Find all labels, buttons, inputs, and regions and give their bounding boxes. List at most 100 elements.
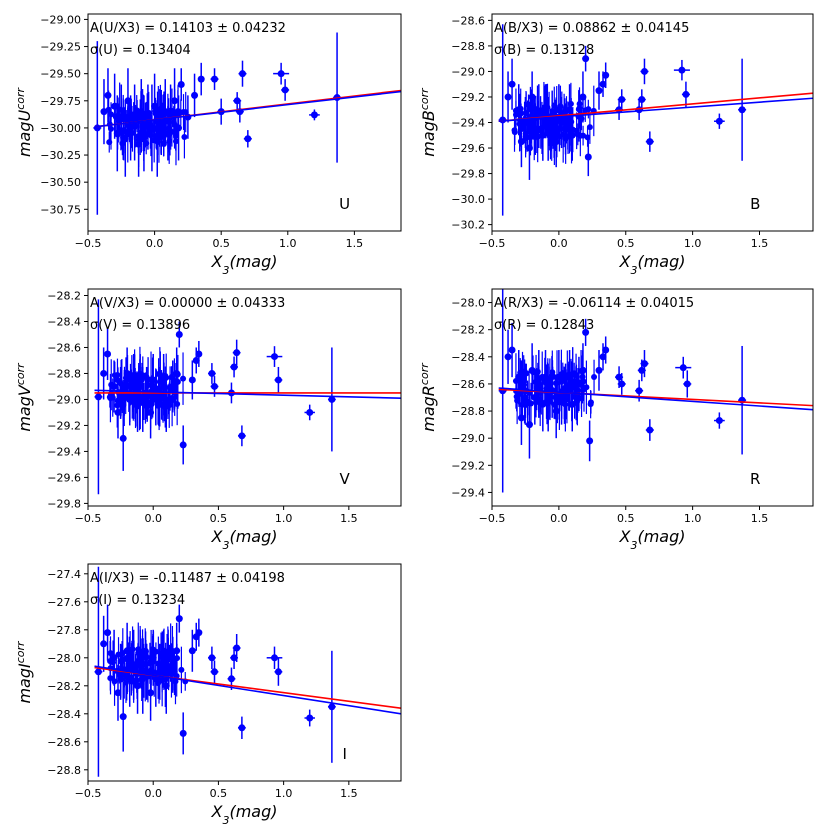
data-point [104, 91, 112, 99]
x-axis-label: X3(mag) [211, 527, 278, 552]
data-point [244, 135, 252, 143]
data-point [328, 703, 336, 711]
x-tick-label: 0.5 [210, 512, 228, 525]
y-tick-label: −28.2 [47, 680, 81, 693]
data-point [179, 441, 187, 449]
data-point [521, 119, 529, 126]
slope-annotation: A(U/X3) = 0.14103 ± 0.04232 [90, 21, 286, 36]
x-tick-label: 0.0 [144, 787, 162, 800]
data-point [715, 117, 723, 125]
data-point [233, 644, 241, 652]
x-tick-label: −0.5 [75, 512, 102, 525]
data-point [508, 346, 516, 354]
cloud-point [521, 398, 528, 405]
band-label: V [340, 470, 351, 488]
data-point [161, 108, 169, 116]
x-tick-label: 0.5 [617, 512, 635, 525]
data-point [558, 119, 566, 126]
y-tick-label: −29.8 [451, 168, 485, 181]
cloud-point [591, 373, 598, 380]
data-point [599, 80, 607, 88]
data-point [535, 380, 543, 388]
panel-b: −0.5 0.0 0.5 1.0 1.5 −28.6 −28.8 −29.0 −29.2 −29.… [418, 13, 814, 277]
band-label: R [750, 470, 760, 488]
y-tick-label: −28.8 [47, 764, 81, 777]
data-point [517, 138, 525, 146]
cloud-point [574, 131, 581, 138]
x-tick-label: −0.5 [75, 237, 102, 250]
data-point [542, 106, 549, 114]
y-tick-label: −29.25 [40, 41, 81, 54]
data-point [124, 97, 132, 105]
data-point [100, 640, 108, 648]
cloud-point [582, 107, 589, 114]
data-point [615, 373, 623, 381]
data-point [94, 668, 102, 676]
data-point [195, 350, 203, 358]
data-point [123, 369, 131, 377]
data-point [582, 55, 590, 63]
data-point [306, 408, 314, 416]
slope-annotation: A(V/X3) = 0.00000 ± 0.04333 [90, 296, 285, 311]
data-point [618, 380, 626, 388]
data-point [562, 125, 570, 133]
y-tick-label: −28.8 [47, 367, 81, 380]
data-point [152, 675, 160, 683]
data-point [121, 135, 129, 143]
y-tick-label: −27.6 [47, 596, 81, 609]
data-point [130, 382, 138, 390]
data-point [171, 97, 179, 105]
data-point [270, 654, 278, 662]
cloud-point [180, 375, 187, 382]
axes-frame [491, 288, 814, 507]
data-point [156, 668, 164, 676]
x-tick-label: 1.5 [751, 237, 769, 250]
y-tick-label: −30.2 [451, 219, 485, 232]
data-point [177, 81, 185, 89]
data-point [679, 364, 687, 372]
band-label: U [339, 195, 350, 213]
data-point [508, 80, 516, 88]
data-point [233, 349, 241, 357]
x-tick-label: 0.0 [144, 512, 162, 525]
data-point [119, 434, 127, 442]
y-tick-label: −29.00 [40, 13, 81, 26]
data-point [211, 668, 219, 676]
data-point [94, 393, 102, 401]
y-axis-label: magVcorr [14, 362, 35, 432]
data-point [504, 353, 512, 361]
cloud-point [181, 134, 188, 141]
y-tick-label: −30.50 [40, 176, 81, 189]
axes-frame [87, 13, 402, 232]
x-axis-label: X3(mag) [619, 252, 686, 277]
data-point [173, 369, 181, 377]
y-tick-label: −29.0 [451, 65, 485, 78]
data-point [169, 382, 177, 390]
y-tick-label: −29.75 [40, 95, 81, 108]
data-point [640, 360, 648, 368]
x-tick-label: 1.5 [340, 787, 358, 800]
data-point [582, 328, 590, 336]
fit-blue-line [498, 387, 813, 411]
y-tick-label: −28.6 [47, 341, 81, 354]
data-point [525, 421, 533, 429]
data-point [544, 125, 552, 133]
data-point [157, 119, 165, 126]
cloud-point [114, 402, 121, 409]
x-axis-label: X3(mag) [619, 527, 686, 552]
data-point [544, 394, 552, 401]
x-tick-label: 1.0 [275, 512, 293, 525]
data-point [130, 661, 138, 669]
data-point [104, 350, 112, 358]
data-point [618, 96, 626, 104]
data-point [195, 629, 203, 637]
slope-annotation: A(I/X3) = -0.11487 ± 0.04198 [90, 571, 285, 586]
y-tick-label: −28.0 [47, 652, 81, 665]
data-point [552, 407, 560, 415]
cloud-point [511, 127, 518, 134]
x-tick-label: 1.0 [684, 237, 702, 250]
data-point [160, 654, 168, 662]
data-point [175, 615, 183, 623]
data-point [147, 408, 155, 416]
